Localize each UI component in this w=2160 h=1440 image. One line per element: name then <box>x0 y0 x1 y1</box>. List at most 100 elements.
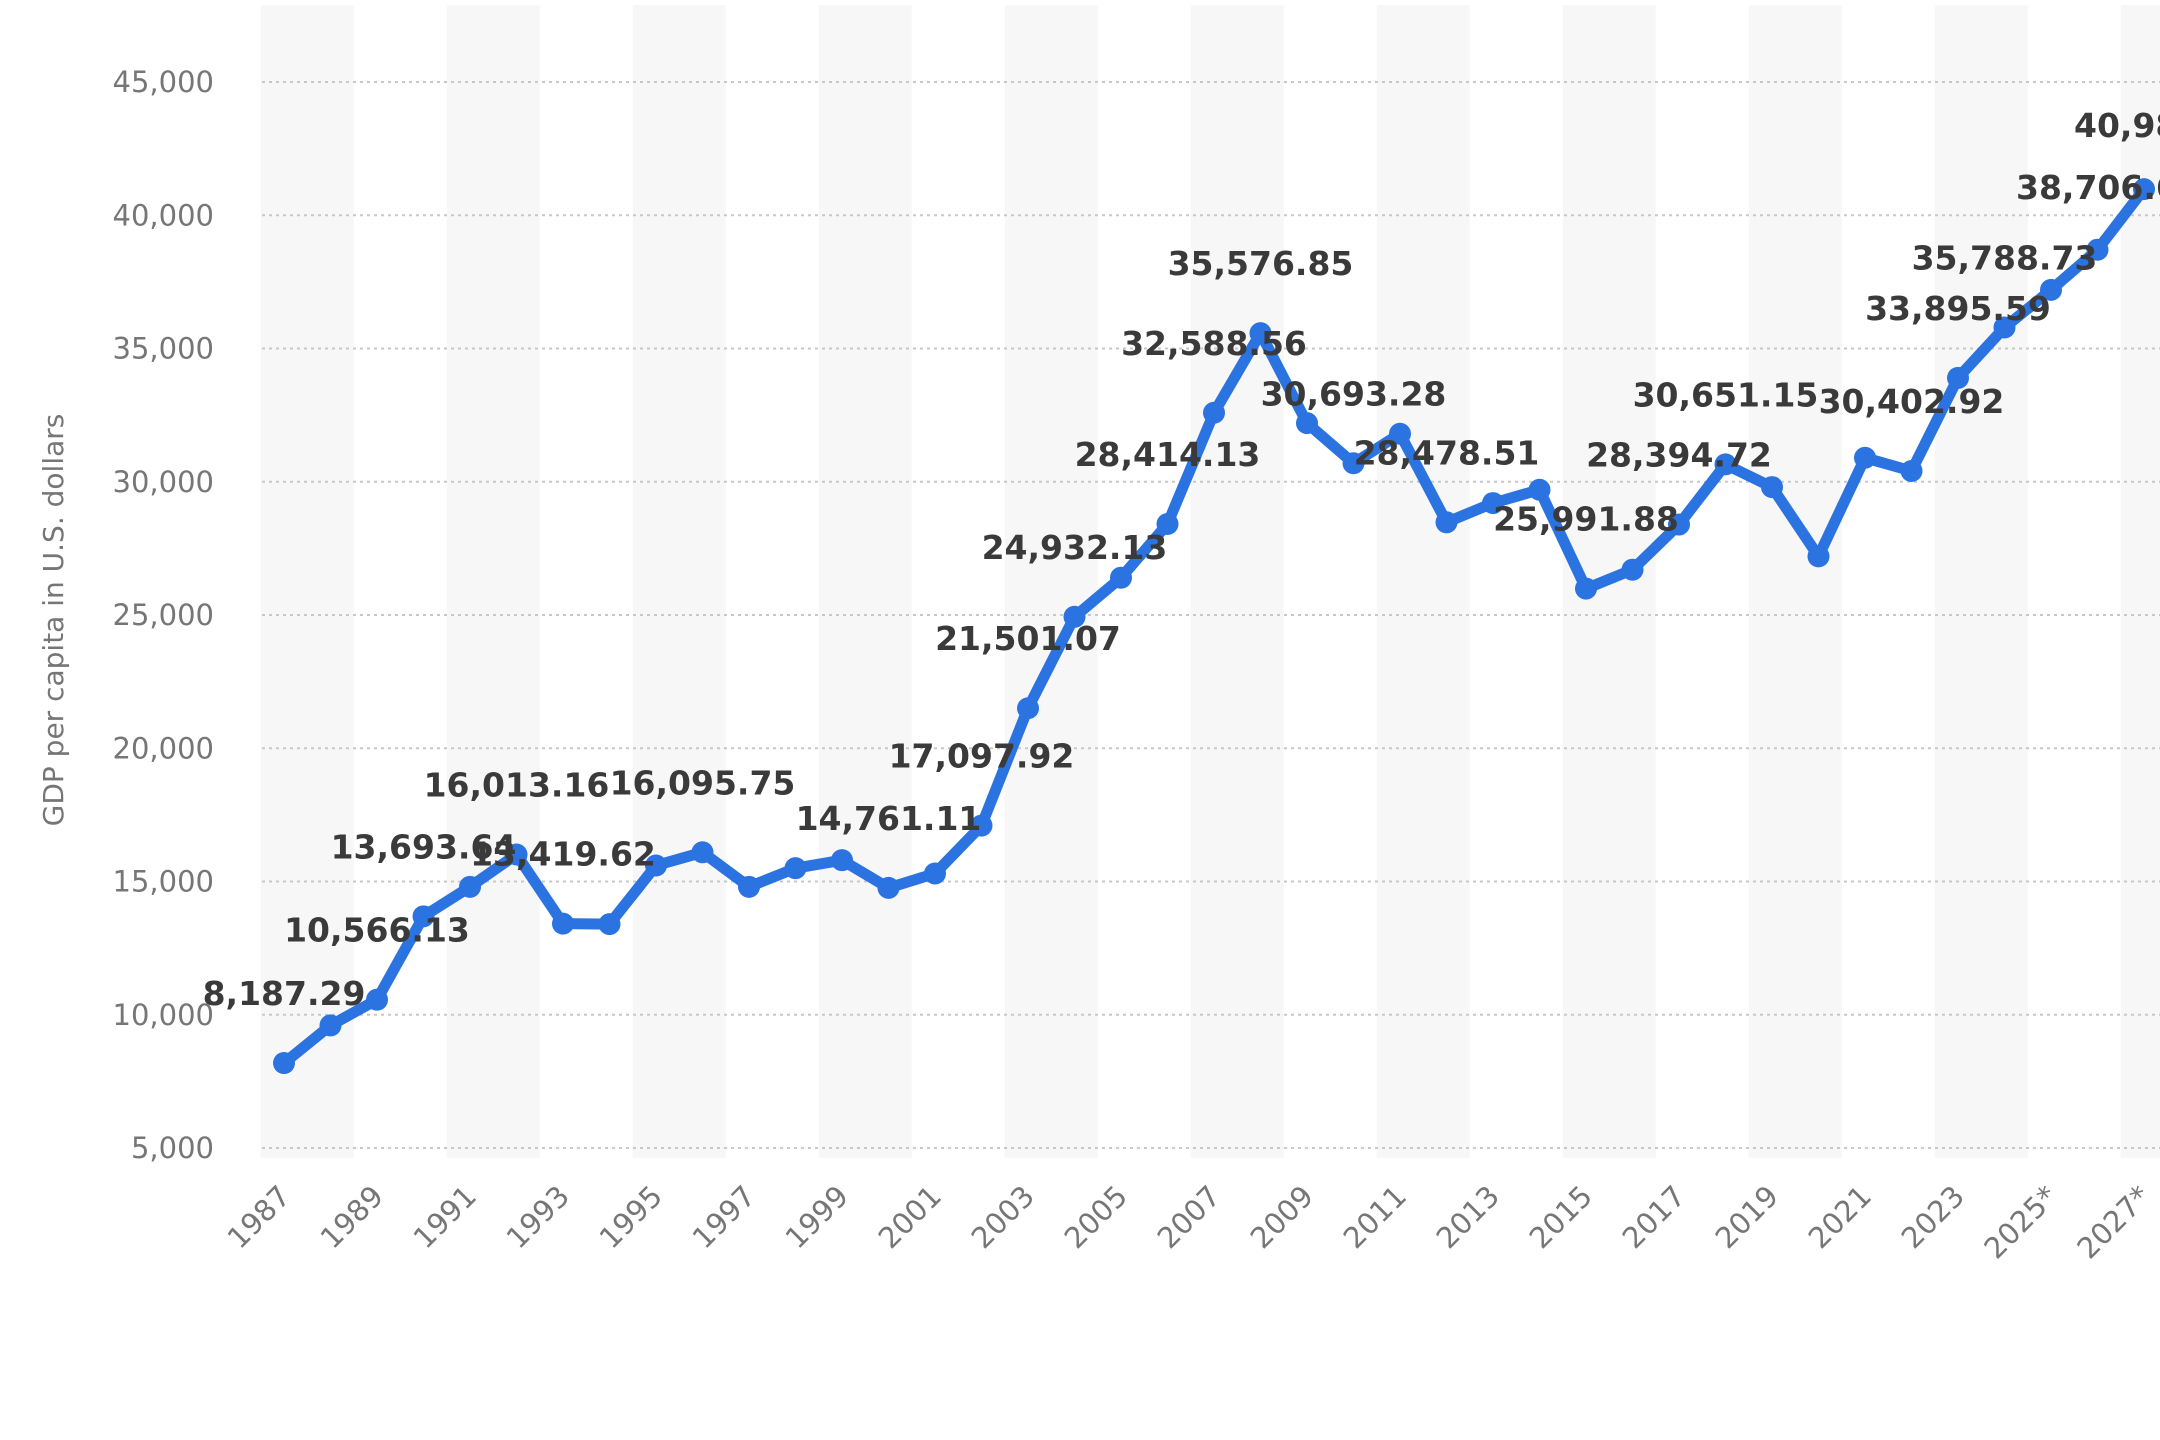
x-tick-label: 1991 <box>407 1179 483 1255</box>
data-point <box>2086 238 2109 261</box>
data-point <box>691 841 714 864</box>
data-point <box>598 913 621 936</box>
data-label: 35,788.73 <box>1912 238 2098 277</box>
y-tick-label: 30,000 <box>113 465 214 499</box>
data-label: 16,095.75 <box>610 763 796 802</box>
data-point <box>1110 566 1132 589</box>
band <box>1748 5 1842 1158</box>
data-label: 13,693.64 <box>331 827 517 866</box>
data-point <box>1482 492 1504 515</box>
x-tick-label: 1993 <box>500 1179 576 1255</box>
x-tick-label: 2003 <box>965 1179 1041 1255</box>
x-tick-label: 2009 <box>1244 1179 1320 1255</box>
data-point <box>1249 322 1272 345</box>
band <box>260 5 354 1158</box>
data-point <box>1296 412 1318 435</box>
data-point <box>970 814 993 837</box>
data-point <box>1947 366 1969 389</box>
y-axis-ticks: 5,000 10,000 15,000 20,000 25,000 30,000 35,00… <box>113 65 214 1165</box>
data-label: 25,991.88 <box>1493 500 1679 539</box>
data-point <box>1203 401 1225 424</box>
y-tick-label: 45,000 <box>113 65 214 99</box>
data-point <box>1761 476 1783 499</box>
data-point <box>1714 453 1737 476</box>
data-points <box>273 178 2155 1075</box>
data-point <box>1342 452 1365 475</box>
band <box>1190 5 1284 1158</box>
band <box>1376 5 1470 1158</box>
y-tick-label: 5,000 <box>131 1131 214 1165</box>
x-tick-label: 2001 <box>872 1179 948 1255</box>
data-label: 10,566.13 <box>284 911 470 950</box>
alternating-bands <box>260 5 2160 1158</box>
y-tick-label: 15,000 <box>113 865 214 899</box>
data-point <box>1854 446 1876 469</box>
x-tick-label: 1989 <box>314 1179 390 1255</box>
band <box>818 5 912 1158</box>
x-tick-label: 2019 <box>1709 1179 1785 1255</box>
data-point <box>505 843 528 866</box>
data-point <box>738 875 760 898</box>
data-point <box>319 1014 342 1037</box>
data-point <box>1668 513 1690 536</box>
y-gridlines <box>262 81 2160 1149</box>
data-point <box>1807 545 1830 568</box>
data-point <box>552 912 574 935</box>
data-label: 28,414.13 <box>1075 435 1261 474</box>
x-tick-label: 2017 <box>1616 1179 1692 1255</box>
data-point <box>2040 278 2062 301</box>
data-label: 30,402.92 <box>1819 382 2005 421</box>
x-tick-label: 1999 <box>779 1179 855 1255</box>
data-label: 28,394.72 <box>1586 436 1772 475</box>
data-point <box>1575 577 1597 600</box>
x-tick-label: 2013 <box>1430 1179 1506 1255</box>
data-label: 13,419.62 <box>470 835 656 874</box>
y-tick-label: 40,000 <box>113 198 214 232</box>
data-point <box>831 849 853 872</box>
data-label: 40,98 <box>2074 106 2160 145</box>
x-tick-label: 2023 <box>1895 1179 1971 1255</box>
data-point <box>645 854 667 877</box>
band <box>1004 5 1098 1158</box>
band <box>632 5 726 1158</box>
y-tick-label: 25,000 <box>113 598 214 632</box>
x-tick-label: 1997 <box>686 1179 762 1255</box>
data-labels: 8,187.29 10,566.13 13,693.64 16,013.16 13,41… <box>203 106 2160 1013</box>
data-point <box>924 862 946 885</box>
x-tick-label: 1987 <box>221 1179 297 1255</box>
x-axis-ticks: 1987 1989 1991 1993 1995 1997 1999 2001 2003 2005… <box>221 1179 2157 1265</box>
y-tick-label: 35,000 <box>113 332 214 366</box>
data-point <box>1017 697 1039 720</box>
x-tick-label: 1995 <box>593 1179 669 1255</box>
y-axis-label: GDP per capita in U.S. dollars <box>37 414 70 827</box>
data-point <box>1063 605 1086 628</box>
y-tick-label: 10,000 <box>113 998 214 1032</box>
data-label: 16,013.16 <box>424 765 610 804</box>
data-label: 17,097.92 <box>889 737 1075 776</box>
data-label: 14,761.11 <box>796 799 982 838</box>
data-label: 38,706.6 <box>2016 168 2160 207</box>
data-label: 33,895.59 <box>1865 289 2051 328</box>
data-point <box>273 1052 295 1075</box>
x-tick-label: 2025* <box>1977 1179 2063 1265</box>
data-label: 8,187.29 <box>203 974 366 1013</box>
data-label: 28,478.51 <box>1354 433 1540 472</box>
data-point <box>412 905 435 928</box>
data-point <box>1435 511 1458 534</box>
data-label: 30,693.28 <box>1261 374 1447 413</box>
band <box>446 5 540 1158</box>
data-point <box>366 988 388 1011</box>
x-tick-label: 2007 <box>1151 1179 1227 1255</box>
data-point <box>1621 558 1644 581</box>
data-point <box>459 875 481 898</box>
x-tick-label: 2027* <box>2070 1179 2156 1265</box>
data-point <box>877 876 900 899</box>
x-tick-label: 2011 <box>1337 1179 1413 1255</box>
x-tick-label: 2021 <box>1802 1179 1878 1255</box>
x-tick-label: 2015 <box>1523 1179 1599 1255</box>
x-tick-label: 2005 <box>1058 1179 1134 1255</box>
data-label: 32,588.56 <box>1121 324 1307 363</box>
data-label: 35,576.85 <box>1168 244 1354 283</box>
data-point <box>1389 422 1411 445</box>
